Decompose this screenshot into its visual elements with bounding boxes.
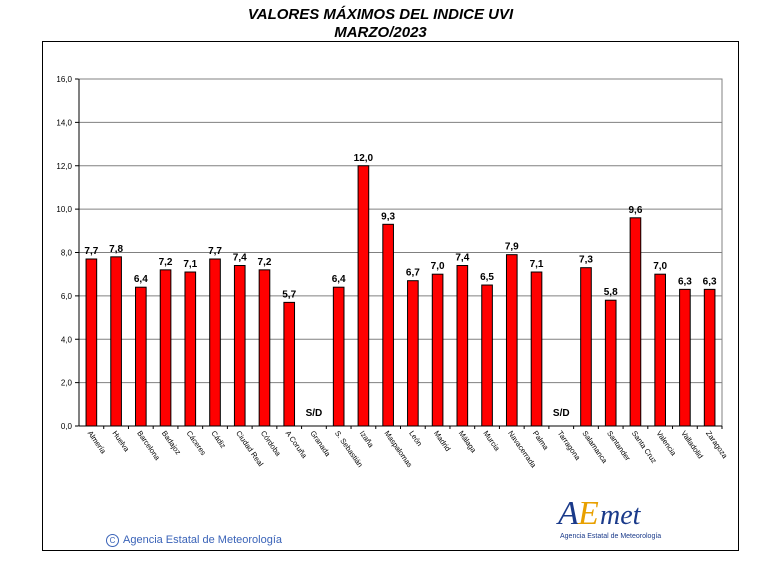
x-tick-label: Valladolid [679,429,705,460]
bar [209,258,221,427]
data-label: 6,3 [703,276,717,287]
y-tick-label: 8,0 [61,249,73,258]
data-label: 12,0 [354,153,374,164]
x-tick-label: Valencia [655,429,679,458]
data-label: 5,8 [604,287,618,298]
y-tick-label: 0,0 [61,422,73,431]
chart-frame: 0,0 2,0 4,0 6,0 8,0 10,0 12,0 14,0 16,0 7,7 Almerí… [42,41,739,551]
logo-caption: Agencia Estatal de Meteorología [560,533,662,540]
data-label: 7,7 [84,246,98,257]
bar [679,288,691,427]
bar [258,269,271,427]
data-label: 7,2 [159,257,173,268]
x-tick-label: Huelva [110,429,131,454]
data-label: 6,3 [678,276,692,287]
bar [85,258,98,427]
data-label: 7,8 [109,244,123,255]
x-tick-label: Palma [531,429,551,452]
x-tick-label: Santa Cruz [630,429,659,465]
x-tick-label: León [407,429,424,448]
y-tick-label: 4,0 [61,335,73,344]
data-label: 7,2 [258,257,272,268]
copyright-credit: C Agencia Estatal de Meteorología [106,534,282,547]
bar [629,217,642,427]
data-label: 7,1 [530,259,544,270]
bar [159,269,172,427]
x-tick-label: Madrid [432,429,453,453]
data-label: 7,4 [455,253,469,264]
bar [431,273,444,427]
missing-data-label: S/D [306,408,323,419]
aemet-logo: A E met [556,495,642,532]
missing-data-label: S/D [553,408,570,419]
x-tick-label: Izaña [358,429,376,450]
bar [580,267,592,427]
bar [184,271,197,427]
x-tick-label: Badajoz [160,429,183,457]
bar [382,223,394,427]
bar [481,284,493,427]
bar [530,271,543,427]
x-tick-label: Cádiz [209,429,228,450]
x-tick-label: Córdoba [259,429,283,458]
bar [233,265,246,427]
data-label: 7,9 [505,242,519,253]
bar [505,254,518,427]
data-label: 9,3 [381,211,395,222]
y-tick-label: 6,0 [61,292,73,301]
bar [283,301,296,427]
data-label: 6,4 [332,274,346,285]
data-label: 7,0 [431,261,445,272]
x-tick-label: Murcia [481,429,502,453]
data-label: 7,1 [183,259,197,270]
x-tick-label: Santander [605,429,633,463]
data-label: 5,7 [282,289,296,300]
x-tick-label: Almería [86,429,109,456]
bar [357,165,370,427]
credit-text: Agencia Estatal de Meteorología [123,534,282,546]
bar [456,265,469,427]
bar [604,299,617,427]
chart-title: VALORES MÁXIMOS DEL INDICE UVI [247,6,514,23]
data-label: 7,0 [653,261,667,272]
aemet-logo-letter-a: A [556,495,579,532]
y-tick-label: 14,0 [56,118,72,127]
data-label: 6,7 [406,268,420,279]
data-label: 9,6 [628,205,642,216]
y-tick-label: 2,0 [61,379,73,388]
bar [407,280,419,427]
x-tick-label: Granada [308,429,333,459]
data-label: 7,7 [208,246,222,257]
x-tick-label: Málaga [457,429,479,455]
x-tick-label: Cáceres [185,429,209,457]
copyright-icon: C [106,534,119,547]
bar [703,288,716,427]
bar [135,286,147,427]
x-tick-label: A Coruña [284,429,310,460]
aemet-logo-letters-met: met [600,500,642,531]
aemet-logo-letter-e: E [577,495,599,532]
bar-chart: 0,0 2,0 4,0 6,0 8,0 10,0 12,0 14,0 16,0 7,7 Almerí… [56,75,730,470]
data-label: 6,5 [480,272,494,283]
x-tick-label: Zaragoza [704,429,730,461]
y-tick-label: 12,0 [56,162,72,171]
y-tick-label: 10,0 [56,205,72,214]
x-tick-label: Barcelona [135,429,162,463]
data-label: 6,4 [134,274,148,285]
x-tick-label: Tarragona [556,429,583,463]
data-label: 7,4 [233,253,247,264]
chart-subtitle: MARZO/2023 [334,24,427,41]
bar [332,286,345,427]
y-tick-label: 16,0 [56,75,72,84]
bar [110,256,122,427]
data-label: 7,3 [579,255,593,266]
bar [654,273,666,427]
